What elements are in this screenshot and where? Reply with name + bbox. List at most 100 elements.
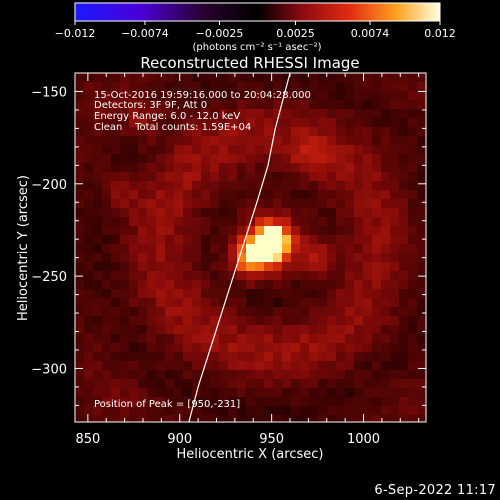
heatmap-cell	[372, 415, 382, 422]
heatmap-cell	[363, 343, 373, 353]
heatmap-cell	[273, 343, 283, 353]
heatmap-cell	[264, 109, 274, 119]
y-tick-label: −200	[31, 178, 67, 193]
heatmap-cell	[237, 289, 247, 299]
heatmap-cell	[84, 352, 94, 362]
heatmap-cell	[318, 172, 328, 182]
heatmap-cell	[93, 379, 103, 389]
heatmap-cell	[75, 325, 85, 335]
heatmap-cell	[183, 73, 193, 83]
heatmap-cell	[156, 316, 166, 326]
heatmap-cell	[237, 415, 247, 422]
solar-limb-line	[188, 73, 291, 422]
heatmap-cell	[300, 370, 310, 380]
heatmap-cell	[399, 145, 409, 155]
heatmap-cell	[309, 262, 319, 272]
heatmap-cell	[327, 271, 337, 281]
heatmap-cell	[264, 181, 274, 191]
heatmap-cell	[93, 388, 103, 398]
heatmap-cell	[147, 415, 157, 422]
heatmap-cell	[408, 334, 418, 344]
heatmap-cell	[291, 100, 301, 110]
heatmap-cell	[399, 100, 409, 110]
heatmap-cell	[408, 379, 418, 389]
heatmap-cell	[345, 154, 355, 164]
heatmap-cell	[255, 172, 265, 182]
heatmap-cell	[300, 325, 310, 335]
heatmap-cell	[120, 253, 130, 263]
heatmap-cell	[219, 271, 229, 281]
heatmap-cell	[84, 397, 94, 407]
heatmap-cell	[417, 262, 426, 272]
heatmap-cell	[219, 316, 229, 326]
heatmap-cell	[111, 316, 121, 326]
heatmap-cell	[300, 163, 310, 173]
heatmap-cell	[237, 91, 247, 101]
heatmap-cell	[111, 172, 121, 182]
heatmap-cell	[219, 109, 229, 119]
heatmap-cell	[111, 190, 121, 200]
heatmap-cell	[363, 109, 373, 119]
heatmap-cell	[345, 379, 355, 389]
heatmap-cell	[183, 361, 193, 371]
heatmap-cell	[174, 172, 184, 182]
heatmap-cell	[327, 190, 337, 200]
heatmap-cell	[255, 235, 265, 245]
heatmap-cell	[345, 118, 355, 128]
heatmap-cell	[246, 235, 256, 245]
heatmap-cell	[210, 307, 220, 317]
heatmap-cell	[354, 316, 364, 326]
heatmap-cell	[84, 343, 94, 353]
heatmap-cell	[210, 145, 220, 155]
heatmap-cell	[345, 406, 355, 416]
heatmap-cell	[165, 172, 175, 182]
heatmap-cell	[390, 199, 400, 209]
heatmap-cell	[417, 172, 426, 182]
heatmap-cell	[174, 145, 184, 155]
heatmap-cell	[156, 352, 166, 362]
heatmap-cell	[300, 334, 310, 344]
heatmap-cell	[318, 352, 328, 362]
heatmap-cell	[408, 244, 418, 254]
heatmap-cell	[345, 208, 355, 218]
heatmap-cell	[372, 235, 382, 245]
heatmap-cell	[282, 199, 292, 209]
heatmap-cell	[345, 280, 355, 290]
heatmap-cell	[174, 190, 184, 200]
heatmap-cell	[138, 253, 148, 263]
heatmap-cell	[255, 379, 265, 389]
heatmap-cell	[282, 397, 292, 407]
heatmap-cell	[309, 118, 319, 128]
heatmap-cell	[336, 406, 346, 416]
heatmap-cell	[93, 145, 103, 155]
heatmap-cell	[129, 370, 139, 380]
heatmap-cell	[210, 208, 220, 218]
heatmap-cell	[318, 343, 328, 353]
heatmap-cell	[255, 352, 265, 362]
heatmap-cell	[192, 154, 202, 164]
colorbar: −0.012 −0.0074 −0.0025 0.0025 0.0074 0.012 (p…	[55, 2, 456, 53]
heatmap-cell	[309, 199, 319, 209]
heatmap-cell	[120, 325, 130, 335]
heatmap-cell	[111, 298, 121, 308]
heatmap-cell	[228, 298, 238, 308]
heatmap-cell	[192, 226, 202, 236]
heatmap-cell	[246, 370, 256, 380]
heatmap-cell	[255, 253, 265, 263]
heatmap-cell	[174, 82, 184, 92]
heatmap-cell	[210, 289, 220, 299]
heatmap-cell	[336, 289, 346, 299]
heatmap-cell	[372, 100, 382, 110]
heatmap-cell	[93, 190, 103, 200]
heatmap-cell	[201, 154, 211, 164]
heatmap-cell	[165, 406, 175, 416]
heatmap-cell	[210, 298, 220, 308]
heatmap-cell	[282, 388, 292, 398]
heatmap-cell	[417, 280, 426, 290]
heatmap-cell	[246, 352, 256, 362]
heatmap-cell	[354, 361, 364, 371]
heatmap-cell	[363, 172, 373, 182]
heatmap-cell	[165, 235, 175, 245]
heatmap-cell	[219, 244, 229, 254]
heatmap-cell	[363, 361, 373, 371]
